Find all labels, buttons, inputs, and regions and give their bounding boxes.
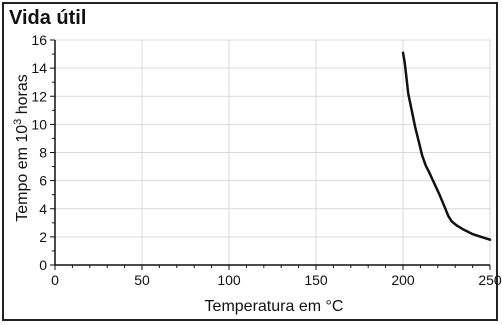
- x-axis-label: Temperatura em °C: [205, 298, 344, 315]
- chart-title: Vida útil: [9, 7, 87, 29]
- y-axis-label: Tempo em 103 horas: [12, 74, 31, 222]
- y-axis-label-main: Tempo em 10: [14, 125, 31, 222]
- y-tick-label-4: 4: [39, 201, 47, 217]
- x-tick-label-150: 150: [304, 272, 328, 288]
- x-tick-label-0: 0: [51, 272, 59, 288]
- y-tick-label-8: 8: [39, 145, 47, 161]
- x-tick-label-200: 200: [391, 272, 415, 288]
- x-tick-label-50: 50: [134, 272, 150, 288]
- y-axis-label-sup: 3: [12, 119, 24, 125]
- y-tick-label-14: 14: [31, 60, 47, 76]
- y-tick-label-12: 12: [31, 88, 47, 104]
- tick-labels: 0 50 100 150 200 250 0 2 4 6 8 10 12 14 16: [31, 32, 501, 288]
- y-tick-label-6: 6: [39, 173, 47, 189]
- x-tick-label-100: 100: [217, 272, 241, 288]
- series-line-0: [401, 51, 492, 241]
- y-tick-label-0: 0: [39, 257, 47, 273]
- y-tick-label-10: 10: [31, 116, 47, 132]
- y-tick-label-16: 16: [31, 32, 47, 48]
- series-group: [401, 51, 492, 241]
- y-axis-label-end: horas: [14, 74, 31, 118]
- chart-frame: [2, 2, 498, 321]
- ticks: [50, 39, 491, 270]
- x-tick-label-250: 250: [478, 272, 502, 288]
- y-tick-label-2: 2: [39, 229, 47, 245]
- grid-lines: [55, 39, 491, 265]
